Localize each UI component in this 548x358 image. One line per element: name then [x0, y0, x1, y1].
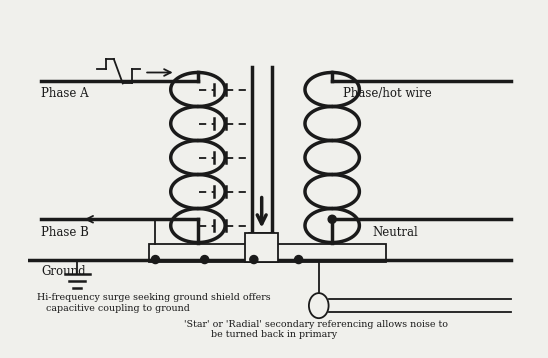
Bar: [149, 244, 386, 262]
Text: Phase/hot wire: Phase/hot wire: [344, 87, 432, 100]
Ellipse shape: [309, 293, 329, 318]
Circle shape: [151, 256, 159, 263]
Circle shape: [295, 256, 302, 263]
Bar: [245, 233, 278, 262]
Text: Hi-frequency surge seeking ground shield offers
   capacitive coupling to ground: Hi-frequency surge seeking ground shield…: [37, 293, 271, 313]
Circle shape: [250, 256, 258, 263]
Text: Neutral: Neutral: [373, 226, 418, 239]
Text: 'Star' or 'Radial' secondary referencing allows noise to
         be turned back: 'Star' or 'Radial' secondary referencing…: [185, 320, 448, 339]
Text: Ground: Ground: [41, 265, 86, 278]
Text: Phase B: Phase B: [41, 226, 89, 239]
Circle shape: [328, 215, 336, 223]
Circle shape: [201, 256, 209, 263]
Text: Phase A: Phase A: [41, 87, 89, 100]
